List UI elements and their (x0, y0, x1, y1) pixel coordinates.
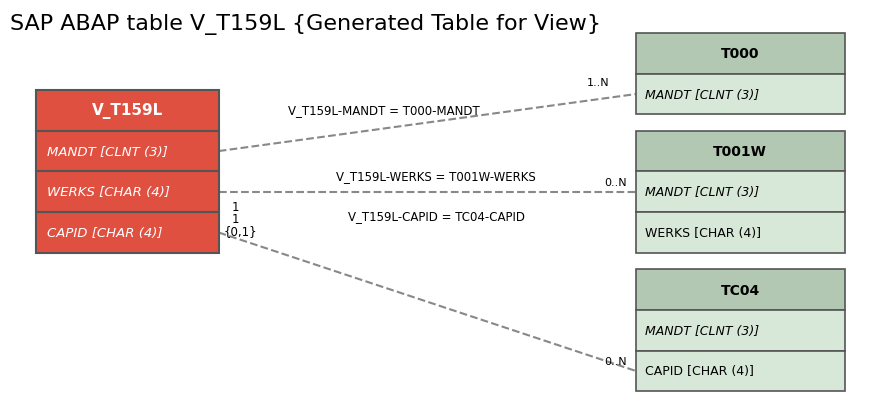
FancyBboxPatch shape (636, 172, 845, 213)
Text: T001W: T001W (713, 145, 767, 159)
Text: V_T159L-MANDT = T000-MANDT: V_T159L-MANDT = T000-MANDT (288, 104, 480, 117)
FancyBboxPatch shape (636, 310, 845, 351)
FancyBboxPatch shape (636, 213, 845, 253)
Text: T000: T000 (721, 47, 760, 61)
Text: MANDT [CLNT (3)]: MANDT [CLNT (3)] (644, 186, 759, 199)
Text: CAPID [CHAR (4)]: CAPID [CHAR (4)] (644, 364, 753, 378)
FancyBboxPatch shape (636, 74, 845, 115)
FancyBboxPatch shape (36, 91, 219, 131)
Text: V_T159L-WERKS = T001W-WERKS: V_T159L-WERKS = T001W-WERKS (336, 169, 536, 182)
FancyBboxPatch shape (636, 34, 845, 74)
Text: MANDT [CLNT (3)]: MANDT [CLNT (3)] (644, 88, 759, 101)
Text: CAPID [CHAR (4)]: CAPID [CHAR (4)] (46, 227, 162, 239)
FancyBboxPatch shape (36, 213, 219, 253)
Text: TC04: TC04 (720, 283, 760, 297)
Text: V_T159L-CAPID = TC04-CAPID: V_T159L-CAPID = TC04-CAPID (348, 210, 524, 223)
Text: 1: 1 (232, 200, 239, 213)
Text: {0,1}: {0,1} (223, 225, 256, 237)
Text: 0..N: 0..N (604, 356, 627, 366)
Text: 1: 1 (232, 212, 239, 225)
FancyBboxPatch shape (636, 131, 845, 172)
FancyBboxPatch shape (636, 351, 845, 391)
Text: MANDT [CLNT (3)]: MANDT [CLNT (3)] (46, 145, 167, 158)
Text: WERKS [CHAR (4)]: WERKS [CHAR (4)] (644, 227, 760, 239)
FancyBboxPatch shape (36, 172, 219, 213)
FancyBboxPatch shape (36, 131, 219, 172)
Text: SAP ABAP table V_T159L {Generated Table for View}: SAP ABAP table V_T159L {Generated Table … (10, 13, 601, 34)
Text: WERKS [CHAR (4)]: WERKS [CHAR (4)] (46, 186, 169, 199)
FancyBboxPatch shape (636, 270, 845, 310)
Text: V_T159L: V_T159L (92, 103, 163, 119)
Text: 1..N: 1..N (587, 78, 610, 88)
Text: 0..N: 0..N (604, 177, 627, 187)
Text: MANDT [CLNT (3)]: MANDT [CLNT (3)] (644, 324, 759, 337)
